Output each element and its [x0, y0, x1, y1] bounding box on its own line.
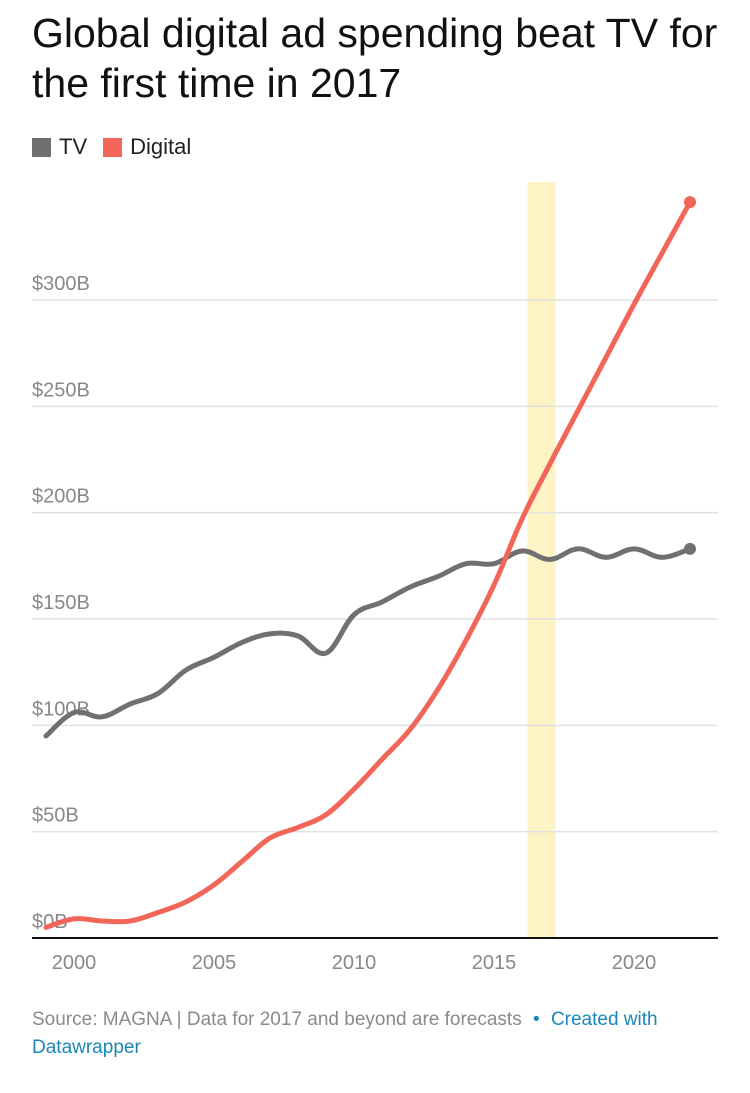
legend-label-digital: Digital — [130, 134, 192, 159]
legend-label-tv: TV — [59, 134, 88, 159]
y-tick-label: $100B — [32, 698, 90, 720]
series-line-digital — [43, 199, 693, 930]
x-tick-label: 2000 — [52, 952, 97, 974]
x-tick-label: 2020 — [612, 952, 657, 974]
series-endpoint-tv — [684, 542, 696, 555]
y-tick-label: $150B — [32, 592, 90, 614]
y-tick-label: $200B — [32, 486, 90, 508]
x-tick-label: 2010 — [332, 952, 377, 974]
datawrapper-credit-link[interactable]: Created with Datawrapper — [32, 1009, 658, 1058]
chart-title: Global digital ad spending beat TV for t… — [32, 10, 718, 106]
legend: TV Digital — [32, 132, 207, 162]
y-tick-label: $0B — [32, 911, 68, 933]
line-chart: $0B $50B $100B $150B $200B $250B $300B 2000 2005… — [32, 182, 718, 974]
legend-item-tv: TV — [32, 134, 87, 160]
footer-separator: • — [533, 1009, 540, 1030]
series-endpoint-digital — [684, 196, 696, 209]
legend-item-digital: Digital — [103, 134, 191, 160]
y-tick-label: $250B — [32, 379, 90, 401]
x-tick-label: 2015 — [472, 952, 517, 974]
source-note: Source: MAGNA | Data for 2017 and beyond… — [32, 1009, 522, 1030]
y-tick-label: $300B — [32, 273, 90, 295]
footer: Source: MAGNA | Data for 2017 and beyond… — [32, 1006, 722, 1062]
y-tick-label: $50B — [32, 805, 79, 827]
x-tick-label: 2005 — [192, 952, 237, 974]
legend-swatch-digital — [103, 137, 123, 157]
legend-swatch-tv — [32, 137, 51, 157]
series-line-tv — [43, 546, 693, 739]
